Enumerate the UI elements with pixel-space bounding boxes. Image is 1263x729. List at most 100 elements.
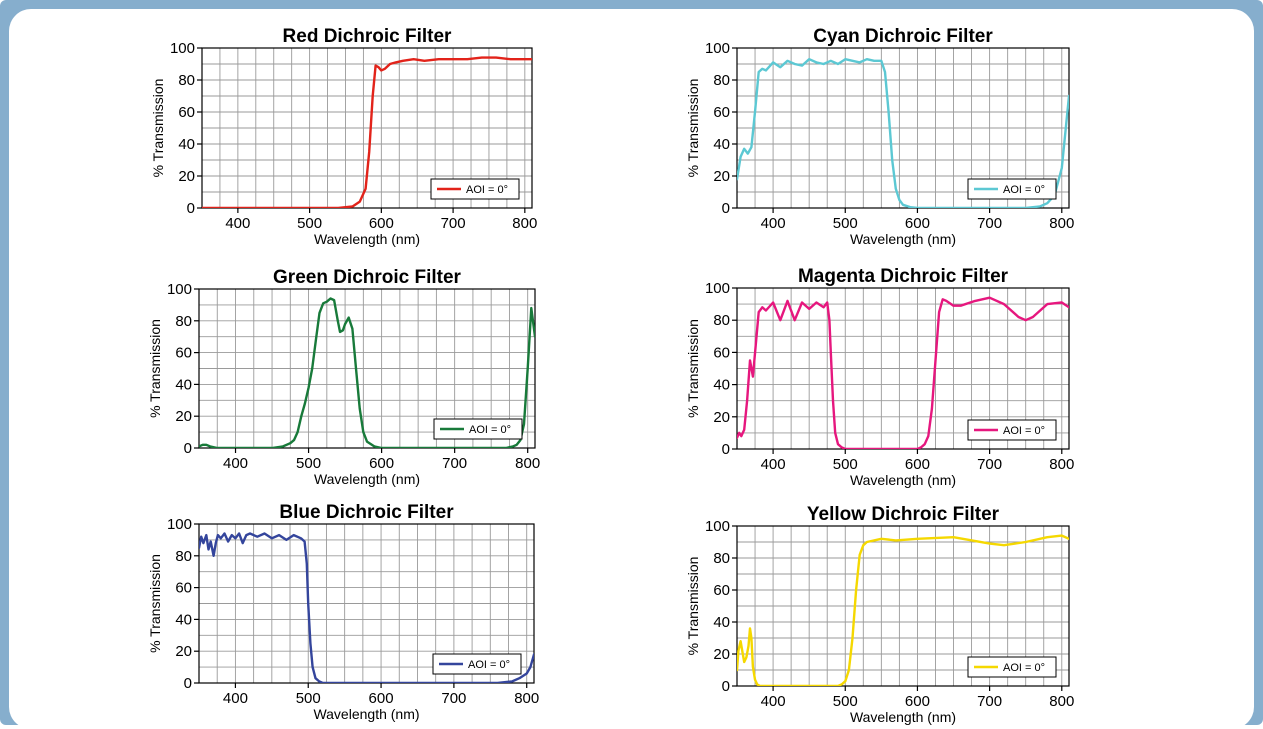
x-tick-label: 700 <box>977 693 1002 710</box>
x-axis-label: Wavelength (nm) <box>850 709 956 725</box>
series-line <box>737 58 1069 208</box>
legend-box <box>430 178 520 200</box>
y-tick-label: 80 <box>175 313 192 330</box>
x-tick-label: 700 <box>441 215 466 232</box>
x-tick-label: 500 <box>833 693 858 710</box>
x-tick-label: 500 <box>833 456 858 473</box>
x-tick-label: 600 <box>905 456 930 473</box>
y-tick-label: 0 <box>722 200 730 217</box>
y-tick-label: 60 <box>713 344 730 361</box>
legend-box <box>967 656 1057 678</box>
x-tick-label: 600 <box>905 693 930 710</box>
legend-box <box>433 418 523 440</box>
legend: AOI = 0° <box>967 656 1057 678</box>
y-tick-label: 40 <box>175 376 192 393</box>
chart-title: Green Dichroic Filter <box>273 267 462 288</box>
x-tick-label: 700 <box>442 455 467 472</box>
chart-4: 400 500 600 700 800 0 20 40 60 80 100 Blue Dichroic… <box>147 502 539 722</box>
x-tick-label: 500 <box>833 215 858 232</box>
x-tick-label: 600 <box>905 215 930 232</box>
x-tick-label: 400 <box>761 456 786 473</box>
y-tick-label: 80 <box>178 72 195 89</box>
y-tick-label: 20 <box>713 168 730 185</box>
chart-3: 400 500 600 700 800 0 20 40 60 80 100 Magenta Dichr… <box>685 266 1074 488</box>
x-tick-label: 400 <box>225 215 250 232</box>
y-tick-label: 80 <box>713 72 730 89</box>
x-tick-label: 800 <box>514 690 539 707</box>
chart-title: Magenta Dichroic Filter <box>798 266 1009 287</box>
y-axis-label: % Transmission <box>685 79 701 178</box>
legend-label: AOI = 0° <box>1003 184 1045 196</box>
series-line <box>737 534 1069 686</box>
y-tick-label: 100 <box>167 281 192 298</box>
y-tick-label: 60 <box>178 104 195 121</box>
x-axis-label: Wavelength (nm) <box>314 231 420 247</box>
y-axis-label: % Transmission <box>685 557 701 656</box>
x-tick-label: 800 <box>1049 215 1074 232</box>
plot-frame <box>736 47 1070 209</box>
x-tick-label: 600 <box>369 215 394 232</box>
chart-1: 400 500 600 700 800 0 20 40 60 80 100 Cyan Dichroic… <box>685 26 1074 247</box>
legend: AOI = 0° <box>967 178 1057 200</box>
y-tick-label: 20 <box>175 643 192 660</box>
x-tick-label: 500 <box>296 690 321 707</box>
plot-frame <box>198 288 536 449</box>
y-tick-label: 80 <box>175 548 192 565</box>
y-tick-label: 60 <box>175 580 192 597</box>
y-tick-label: 20 <box>175 408 192 425</box>
y-axis-label: % Transmission <box>147 554 163 653</box>
y-tick-label: 60 <box>175 345 192 362</box>
y-tick-label: 40 <box>713 377 730 394</box>
y-tick-label: 80 <box>713 550 730 567</box>
x-tick-label: 400 <box>223 690 248 707</box>
y-tick-label: 20 <box>713 409 730 426</box>
x-tick-label: 500 <box>297 215 322 232</box>
y-tick-label: 40 <box>713 614 730 631</box>
chart-title: Red Dichroic Filter <box>283 26 453 47</box>
y-tick-label: 40 <box>178 136 195 153</box>
x-tick-label: 800 <box>512 215 537 232</box>
x-tick-label: 800 <box>515 455 540 472</box>
plot-frame <box>201 47 533 209</box>
y-tick-label: 100 <box>705 40 730 57</box>
x-tick-label: 700 <box>977 215 1002 232</box>
legend-label: AOI = 0° <box>468 659 510 671</box>
y-tick-label: 60 <box>713 104 730 121</box>
legend: AOI = 0° <box>967 419 1057 441</box>
x-tick-label: 700 <box>441 690 466 707</box>
legend: AOI = 0° <box>433 418 523 440</box>
y-tick-label: 40 <box>175 611 192 628</box>
y-tick-label: 20 <box>178 168 195 185</box>
y-tick-label: 0 <box>184 675 192 692</box>
y-tick-label: 0 <box>184 440 192 457</box>
series-line <box>202 56 532 208</box>
chart-title: Cyan Dichroic Filter <box>813 26 993 47</box>
x-tick-label: 500 <box>296 455 321 472</box>
y-axis-label: % Transmission <box>150 79 166 178</box>
x-tick-label: 400 <box>223 455 248 472</box>
series-line <box>737 296 1069 449</box>
y-tick-label: 100 <box>170 40 195 57</box>
legend-box <box>432 653 522 675</box>
x-tick-label: 400 <box>761 693 786 710</box>
legend-label: AOI = 0° <box>469 424 511 436</box>
y-tick-label: 100 <box>705 518 730 535</box>
y-tick-label: 80 <box>713 312 730 329</box>
y-tick-label: 60 <box>713 582 730 599</box>
chart-title: Blue Dichroic Filter <box>279 502 454 523</box>
series-line <box>199 297 535 448</box>
y-tick-label: 0 <box>187 200 195 217</box>
chart-5: 400 500 600 700 800 0 20 40 60 80 100 Yellow Dichro… <box>685 504 1074 725</box>
x-axis-label: Wavelength (nm) <box>314 471 420 487</box>
legend: AOI = 0° <box>432 653 522 675</box>
chart-2: 400 500 600 700 800 0 20 40 60 80 100 Green Dichroi… <box>147 267 540 487</box>
x-tick-label: 800 <box>1049 693 1074 710</box>
legend-label: AOI = 0° <box>1003 662 1045 674</box>
x-axis-label: Wavelength (nm) <box>850 472 956 488</box>
y-axis-label: % Transmission <box>685 319 701 418</box>
legend-label: AOI = 0° <box>1003 425 1045 437</box>
x-tick-label: 700 <box>977 456 1002 473</box>
x-tick-label: 600 <box>369 690 394 707</box>
legend-label: AOI = 0° <box>466 184 508 196</box>
